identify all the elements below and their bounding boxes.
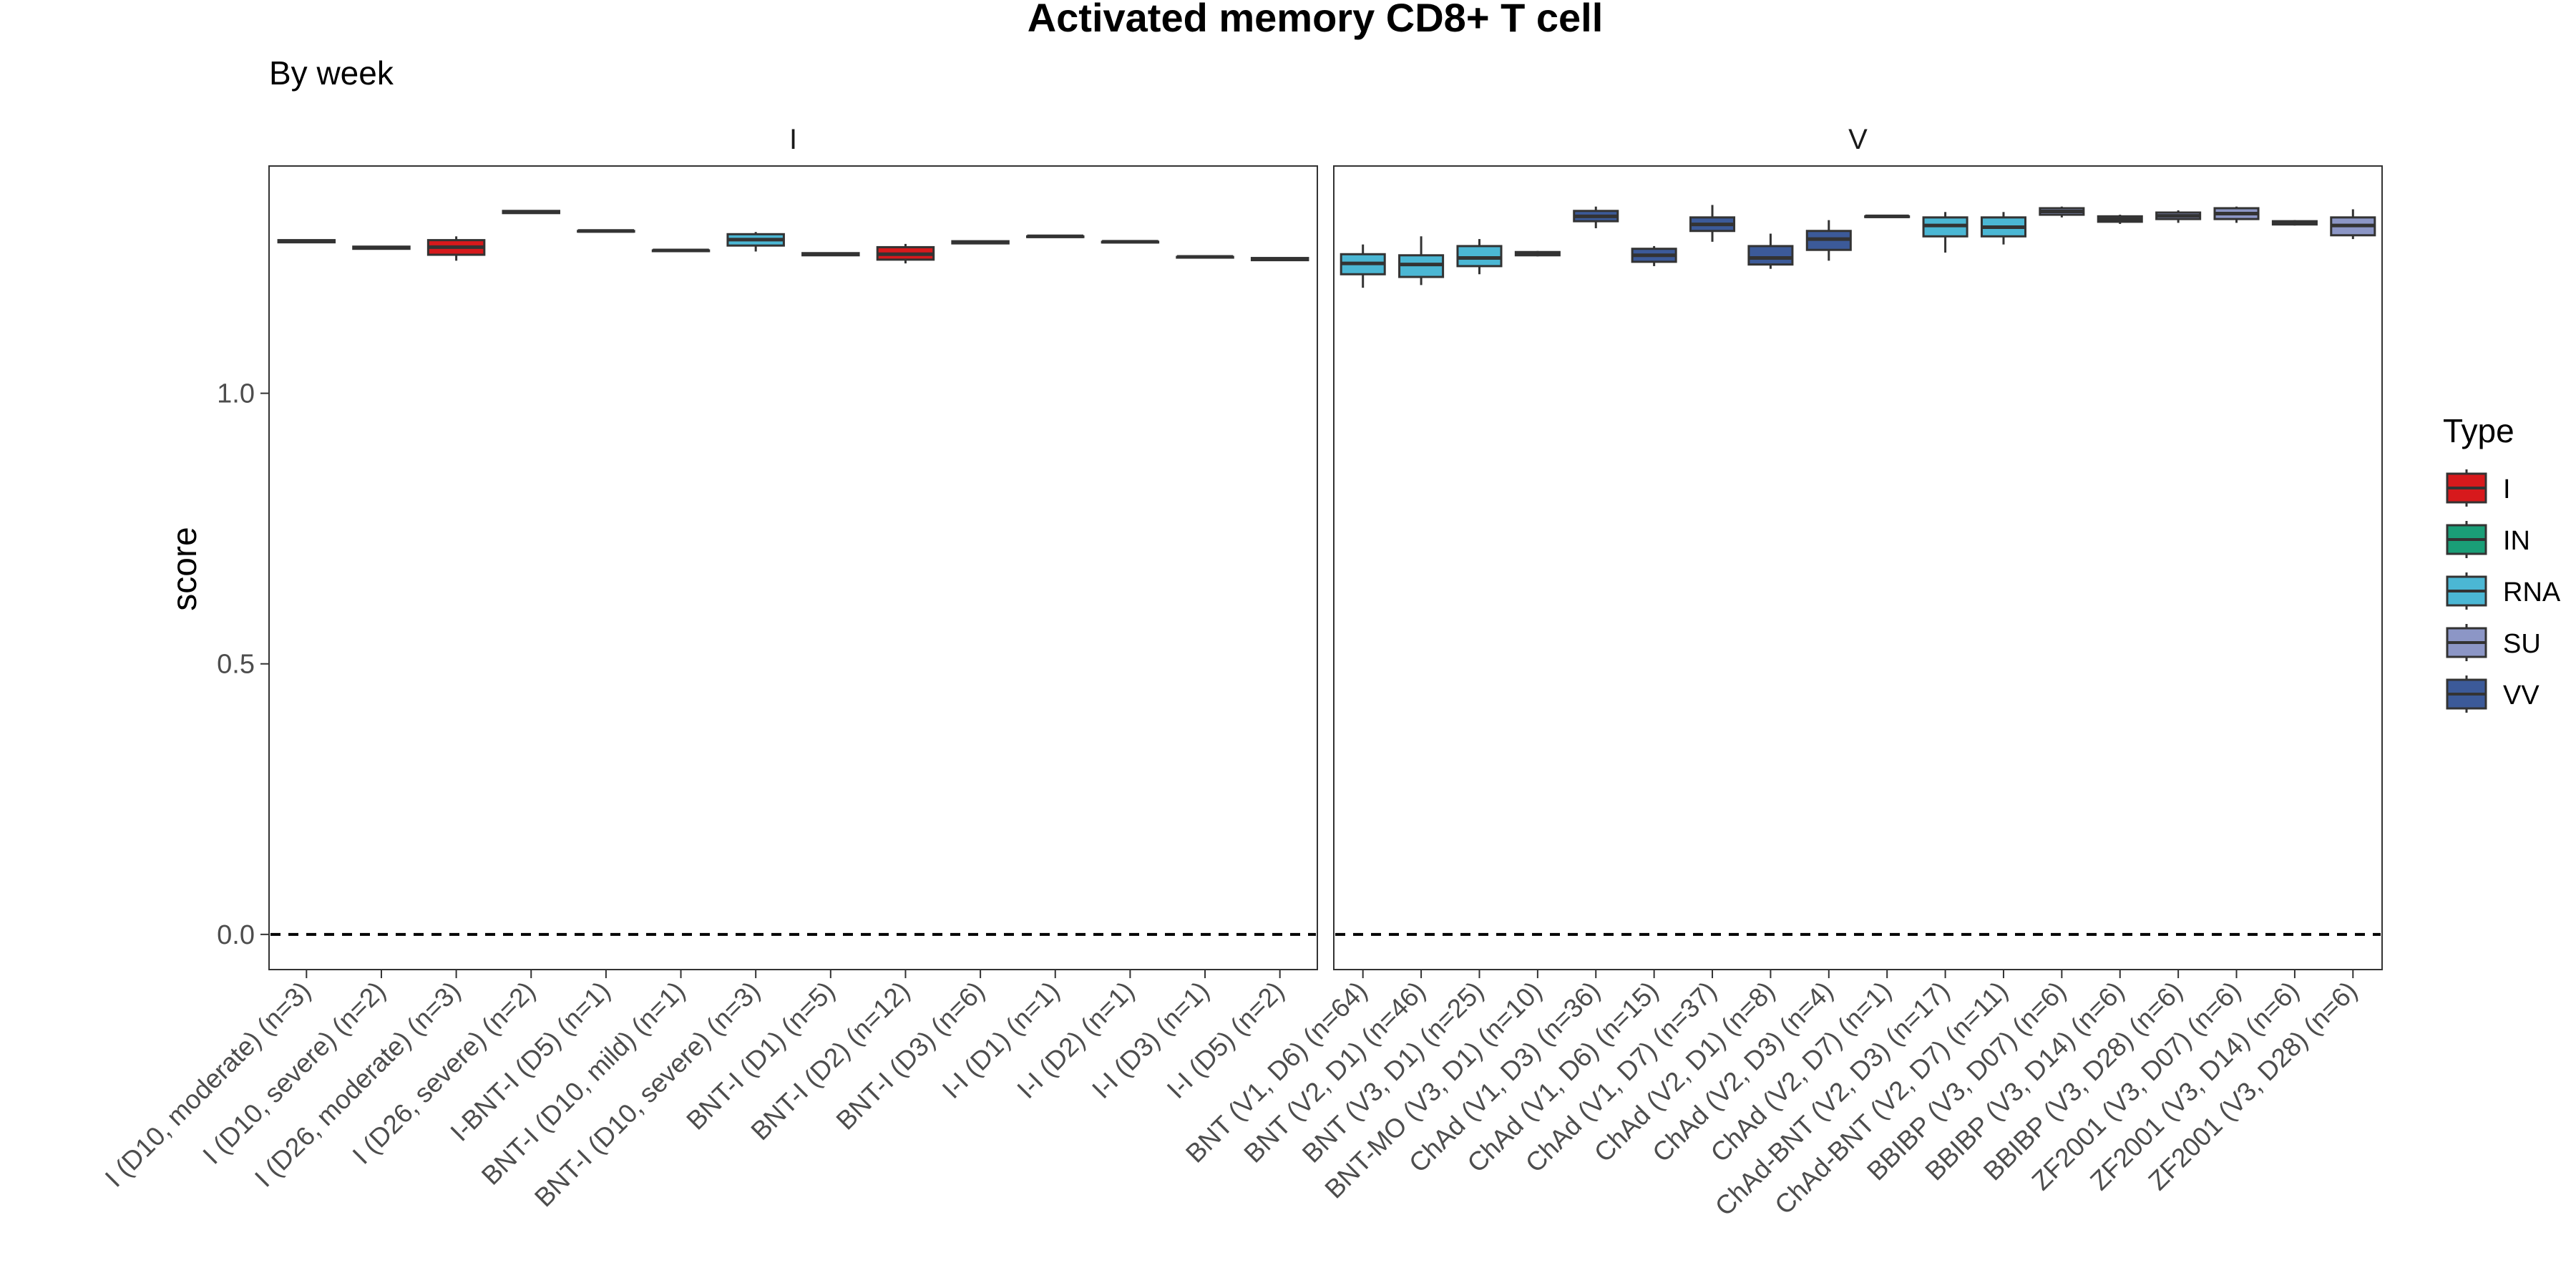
y-tick-label: 1.0 <box>217 379 255 409</box>
box-body <box>1747 245 1794 266</box>
legend-item-vv: VV <box>2446 675 2540 713</box>
legend-item-in: IN <box>2446 521 2530 558</box>
panel-border <box>268 165 1318 970</box>
y-axis-label: score <box>166 527 204 610</box>
panel-strip-label: I <box>789 124 797 155</box>
legend-item-i: I <box>2446 469 2511 507</box>
chart-subtitle: By week <box>269 54 394 92</box>
y-tick-label: 0.5 <box>217 650 255 680</box>
panel-strip-label: V <box>1848 124 1868 155</box>
legend-item-rna: RNA <box>2446 572 2561 610</box>
y-tick-label: 0.0 <box>217 920 255 950</box>
chart-title: Activated memory CD8+ T cell <box>1028 0 1604 40</box>
legend-label: SU <box>2503 629 2541 659</box>
legend-label: VV <box>2503 680 2540 711</box>
panels: I0.00.51.0I (D10, moderate) (n=3)I (D10,… <box>99 124 2383 1221</box>
legend: Type I IN RNA SU VV <box>2443 412 2561 713</box>
panel-I: I0.00.51.0I (D10, moderate) (n=3)I (D10,… <box>99 124 1318 1212</box>
legend-title: Type <box>2443 412 2514 449</box>
box-body <box>1456 245 1503 268</box>
legend-label: IN <box>2503 526 2530 556</box>
legend-label: I <box>2503 474 2511 504</box>
panel-border <box>1333 165 2383 970</box>
legend-item-su: SU <box>2446 624 2541 661</box>
legend-label: RNA <box>2503 577 2561 608</box>
